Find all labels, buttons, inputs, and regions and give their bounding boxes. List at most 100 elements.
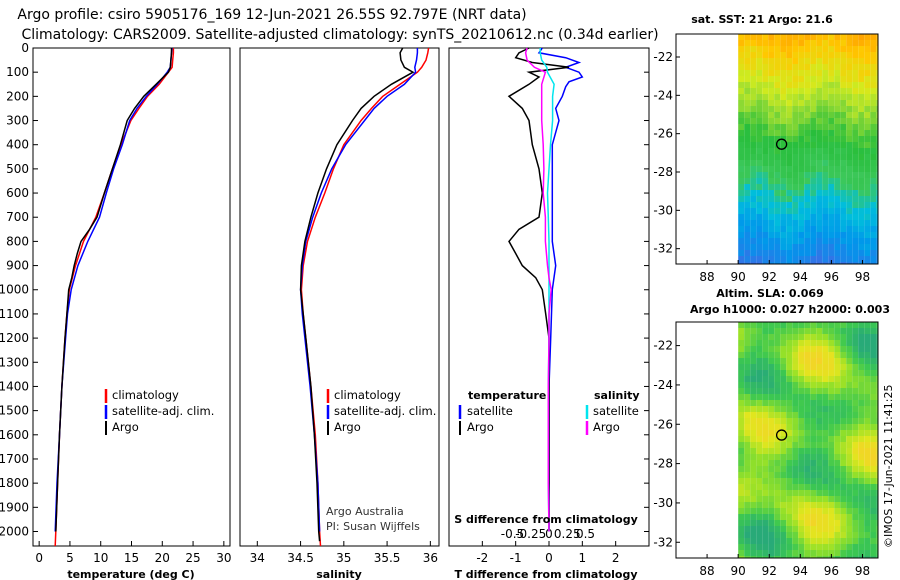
lon-tick-label: 90 xyxy=(731,564,746,578)
heatmap-cell xyxy=(840,136,847,142)
heatmap-cell xyxy=(762,550,769,556)
heatmap-cell xyxy=(798,130,805,136)
heatmap-cell xyxy=(840,178,847,184)
heatmap-cell xyxy=(840,388,847,394)
heatmap-cell xyxy=(750,556,757,558)
heatmap-cell xyxy=(834,250,841,256)
depth-tick-label: 400 xyxy=(6,138,29,152)
heatmap-cell xyxy=(870,40,877,46)
heatmap-cell xyxy=(750,526,757,532)
heatmap-cell xyxy=(858,64,865,70)
heatmap-cell xyxy=(798,40,805,46)
heatmap-cell xyxy=(822,46,829,52)
heatmap-cell xyxy=(774,244,781,250)
heatmap-cell xyxy=(798,166,805,172)
heatmap-cell xyxy=(840,58,847,64)
heatmap-cell xyxy=(816,238,823,244)
heatmap-cell xyxy=(858,454,865,460)
heatmap-cell xyxy=(768,508,775,514)
heatmap-cell xyxy=(804,112,811,118)
heatmap-cell xyxy=(852,442,859,448)
heatmap-cell xyxy=(828,352,835,358)
heatmap-cell xyxy=(810,124,817,130)
heatmap-cell xyxy=(780,496,787,502)
heatmap-cell xyxy=(792,142,799,148)
heatmap-cell xyxy=(792,328,799,334)
heatmap-cell xyxy=(792,502,799,508)
heatmap-cell xyxy=(774,382,781,388)
heatmap-cell xyxy=(774,64,781,70)
sla-map-panel: Altim. SLA: 0.069 Argo h1000: 0.027 h200… xyxy=(653,287,890,578)
heatmap-cell xyxy=(876,328,878,334)
salinity-series xyxy=(299,47,430,547)
heatmap-cell xyxy=(810,154,817,160)
lat-tick-label: -22 xyxy=(653,339,673,353)
heatmap-cell xyxy=(774,352,781,358)
heatmap-cell xyxy=(864,202,871,208)
heatmap-cell xyxy=(876,94,878,100)
heatmap-cell xyxy=(840,520,847,526)
heatmap-cell xyxy=(762,352,769,358)
heatmap-cell xyxy=(822,76,829,82)
heatmap-cell xyxy=(738,370,745,376)
heatmap-cell xyxy=(846,382,853,388)
heatmap-cell xyxy=(822,130,829,136)
heatmap-cell xyxy=(810,88,817,94)
heatmap-cell xyxy=(876,232,878,238)
heatmap-cell xyxy=(792,484,799,490)
heatmap-cell xyxy=(828,76,835,82)
heatmap-cell xyxy=(762,538,769,544)
heatmap-cell xyxy=(786,364,793,370)
heatmap-cell xyxy=(810,400,817,406)
heatmap-cell xyxy=(828,466,835,472)
heatmap-cell xyxy=(840,76,847,82)
heatmap-cell xyxy=(852,40,859,46)
heatmap-cell xyxy=(780,412,787,418)
heatmap-cell xyxy=(822,112,829,118)
heatmap-cell xyxy=(828,394,835,400)
heatmap-cell xyxy=(786,88,793,94)
depth-tick-label: 900 xyxy=(6,259,29,273)
heatmap-cell xyxy=(828,538,835,544)
heatmap-cell xyxy=(762,364,769,370)
heatmap-cell xyxy=(858,322,865,328)
heatmap-cell xyxy=(816,508,823,514)
heatmap-cell xyxy=(792,40,799,46)
heatmap-cell xyxy=(756,214,763,220)
heatmap-cell xyxy=(780,394,787,400)
heatmap-cell xyxy=(864,136,871,142)
heatmap-cell xyxy=(816,166,823,172)
heatmap-cell xyxy=(750,118,757,124)
heatmap-cell xyxy=(810,160,817,166)
heatmap-cell xyxy=(792,334,799,340)
heatmap-cell xyxy=(834,232,841,238)
heatmap-cell xyxy=(876,70,878,76)
heatmap-cell xyxy=(780,520,787,526)
heatmap-cell xyxy=(762,226,769,232)
heatmap-cell xyxy=(816,544,823,550)
heatmap-cell xyxy=(774,532,781,538)
heatmap-cell xyxy=(870,76,877,82)
heatmap-cell xyxy=(822,532,829,538)
heatmap-cell xyxy=(810,256,817,262)
heatmap-cell xyxy=(810,556,817,558)
heatmap-cell xyxy=(750,190,757,196)
heatmap-cell xyxy=(846,40,853,46)
heatmap-cell xyxy=(738,430,745,436)
heatmap-cell xyxy=(792,220,799,226)
heatmap-cell xyxy=(738,478,745,484)
heatmap-cell xyxy=(768,502,775,508)
heatmap-cell xyxy=(858,178,865,184)
heatmap-cell xyxy=(774,202,781,208)
heatmap-cell xyxy=(852,34,859,40)
heatmap-cell xyxy=(798,532,805,538)
heatmap-cell xyxy=(768,202,775,208)
heatmap-cell xyxy=(798,418,805,424)
heatmap-cell xyxy=(798,364,805,370)
heatmap-cell xyxy=(852,214,859,220)
heatmap-cell xyxy=(804,544,811,550)
heatmap-cell xyxy=(810,202,817,208)
heatmap-cell xyxy=(786,250,793,256)
heatmap-cell xyxy=(822,184,829,190)
heatmap-cell xyxy=(798,100,805,106)
